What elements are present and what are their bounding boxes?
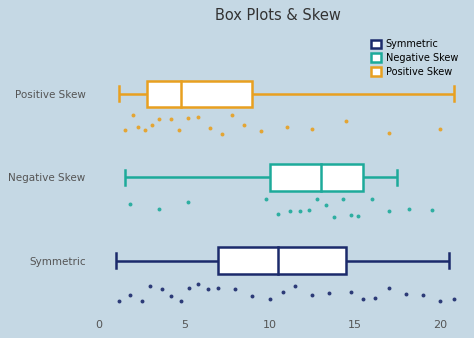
Point — [309, 292, 316, 298]
Point — [330, 214, 338, 220]
Point — [347, 290, 355, 295]
Point — [184, 116, 191, 121]
Point — [228, 112, 236, 118]
Point — [215, 285, 222, 291]
Bar — [147, 81, 253, 107]
Point — [286, 209, 294, 214]
Point — [177, 299, 185, 304]
Point — [148, 122, 155, 127]
Point — [347, 213, 355, 218]
Point — [175, 127, 183, 133]
Point — [402, 291, 410, 297]
Point — [141, 127, 149, 132]
Point — [155, 206, 163, 212]
Point — [155, 117, 163, 122]
Title: Box Plots & Skew: Box Plots & Skew — [215, 8, 341, 23]
Point — [249, 293, 256, 298]
Point — [296, 208, 304, 214]
Bar — [270, 164, 364, 191]
Point — [355, 213, 362, 218]
Point — [406, 207, 413, 212]
Point — [450, 297, 457, 302]
Point — [309, 126, 316, 132]
Point — [292, 284, 299, 289]
Point — [167, 294, 174, 299]
Point — [419, 292, 427, 298]
Point — [436, 126, 444, 132]
Point — [368, 196, 376, 202]
Point — [126, 293, 134, 298]
Point — [385, 285, 392, 290]
Point — [240, 122, 248, 128]
Point — [428, 208, 435, 213]
Point — [146, 283, 154, 289]
Point — [339, 197, 346, 202]
Point — [158, 286, 166, 291]
Point — [126, 201, 134, 207]
Point — [274, 211, 282, 217]
Point — [326, 290, 333, 295]
Point — [194, 114, 201, 119]
Point — [279, 289, 287, 295]
Point — [283, 124, 291, 130]
Point — [204, 286, 212, 292]
Point — [305, 207, 312, 212]
Point — [385, 130, 392, 136]
Point — [138, 299, 146, 304]
Point — [184, 199, 191, 205]
Point — [436, 298, 444, 304]
Point — [372, 296, 379, 301]
Point — [313, 196, 321, 201]
Bar — [219, 247, 346, 274]
Legend: Symmetric, Negative Skew, Positive Skew: Symmetric, Negative Skew, Positive Skew — [368, 36, 461, 80]
Point — [385, 209, 392, 214]
Point — [322, 202, 329, 208]
Point — [121, 127, 128, 133]
Point — [266, 297, 273, 302]
Point — [167, 116, 174, 121]
Point — [135, 125, 142, 130]
Point — [360, 297, 367, 302]
Point — [218, 131, 226, 137]
Point — [186, 285, 193, 290]
Point — [257, 128, 265, 134]
Point — [194, 282, 201, 287]
Point — [232, 286, 239, 291]
Point — [206, 126, 214, 131]
Point — [129, 113, 137, 118]
Point — [262, 197, 270, 202]
Point — [116, 298, 123, 304]
Point — [343, 118, 350, 123]
